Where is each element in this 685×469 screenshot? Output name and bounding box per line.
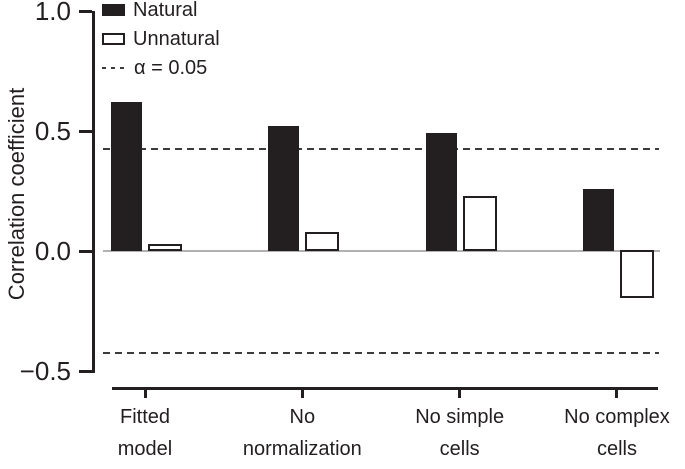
legend-label-alpha: α = 0.05 <box>134 56 208 79</box>
bar-unnatural <box>462 195 497 251</box>
legend-label-natural: Natural <box>133 0 198 21</box>
x-category-label: No simple cells <box>415 406 505 460</box>
x-category-label: Fitted model <box>117 406 173 460</box>
natural-filled-swatch-icon <box>102 3 125 16</box>
y-tick <box>79 369 92 373</box>
y-tick-label: 0.5 <box>34 116 71 146</box>
bar-unnatural <box>619 250 654 298</box>
bar-natural <box>111 102 142 251</box>
legend: Natural Unnatural α = 0.05 <box>102 0 220 82</box>
bar-natural <box>425 133 457 251</box>
y-tick <box>79 9 92 13</box>
y-tick-label: 1.0 <box>34 0 71 26</box>
x-category-label: No complex cells <box>564 406 670 460</box>
legend-item-unnatural: Unnatural <box>102 24 220 53</box>
x-axis-line <box>112 387 658 390</box>
bar-unnatural <box>305 231 340 251</box>
alpha-dashed-line-icon <box>102 66 126 69</box>
alpha-threshold-line <box>103 148 659 150</box>
x-category-label: No normalization <box>242 406 362 460</box>
x-tick <box>615 390 619 398</box>
y-tick <box>79 129 92 133</box>
x-tick <box>300 390 304 398</box>
legend-item-alpha: α = 0.05 <box>102 53 220 82</box>
x-tick <box>458 390 462 398</box>
zero-axis-line <box>103 250 660 252</box>
bar-natural <box>268 126 300 251</box>
legend-item-natural: Natural <box>102 0 220 24</box>
x-tick <box>143 390 147 398</box>
y-tick-label: 0.0 <box>34 236 71 266</box>
bar-unnatural <box>148 243 182 251</box>
y-tick-label: −0.5 <box>19 356 71 386</box>
y-axis-line <box>92 11 95 373</box>
alpha-threshold-line <box>103 352 659 354</box>
y-tick <box>79 249 92 253</box>
bar-natural <box>582 188 614 251</box>
legend-label-unnatural: Unnatural <box>133 27 220 50</box>
unnatural-open-swatch-icon <box>102 32 125 45</box>
